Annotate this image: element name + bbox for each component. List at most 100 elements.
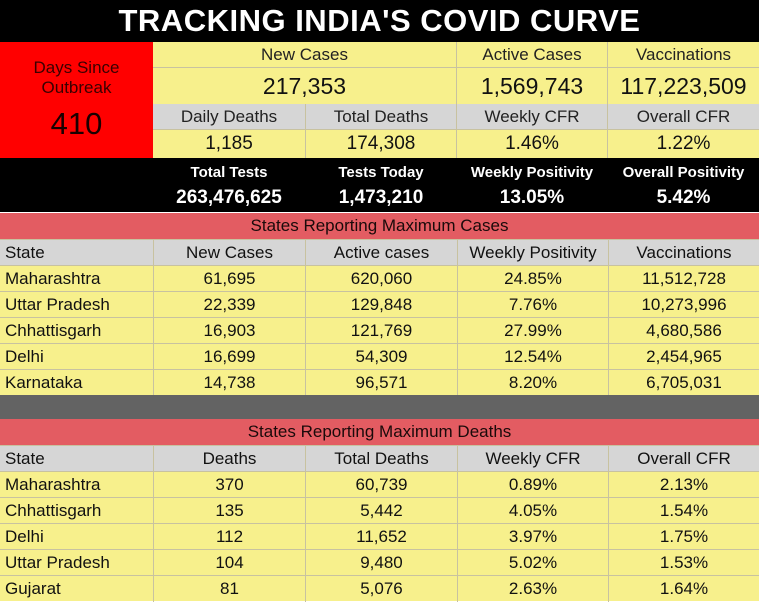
table-separator	[0, 395, 759, 419]
table-cell: 8.20%	[457, 370, 608, 396]
table-cell: Maharashtra	[5, 269, 101, 288]
table-cell: Karnataka	[5, 373, 83, 392]
table-cell: 9,480	[305, 550, 457, 576]
days-since-outbreak-box: Days Since Outbreak 410	[0, 42, 153, 158]
overall-positivity-label: Overall Positivity	[608, 160, 759, 184]
total-tests-value: 263,476,625	[153, 184, 305, 212]
table-cell: 2.13%	[608, 472, 759, 498]
table-cell: 129,848	[305, 292, 457, 318]
deaths-table-title: States Reporting Maximum Deaths	[0, 419, 759, 445]
table-cell: 112	[153, 524, 305, 550]
overall-positivity-value: 5.42%	[608, 184, 759, 212]
days-since-outbreak-value: 410	[50, 106, 103, 141]
table-header: State New Cases Active cases Weekly Positiv…	[0, 239, 759, 266]
table-cell: 81	[153, 576, 305, 602]
header-cell: Weekly Positivity	[457, 240, 608, 266]
table-cell: 4.05%	[457, 498, 608, 524]
table-cell: 5.02%	[457, 550, 608, 576]
table-cell: 6,705,031	[608, 370, 759, 396]
new-cases-value: 217,353	[153, 68, 456, 104]
table-row: Karnataka 14,738 96,571 8.20% 6,705,031	[0, 369, 759, 396]
cases-table-title: States Reporting Maximum Cases	[0, 213, 759, 239]
table-cell: 54,309	[305, 344, 457, 370]
header-cell: Deaths	[153, 446, 305, 472]
table-row: Chhattisgarh 16,903 121,769 27.99% 4,680,586	[0, 317, 759, 344]
table-row: Gujarat 81 5,076 2.63% 1.64%	[0, 575, 759, 602]
daily-deaths-value: 1,185	[153, 130, 305, 158]
table-cell: 104	[153, 550, 305, 576]
grid-line	[153, 129, 759, 130]
table-cell: 96,571	[305, 370, 457, 396]
table-row: Maharashtra 61,695 620,060 24.85% 11,512,728	[0, 265, 759, 292]
tests-today-value: 1,473,210	[306, 184, 456, 212]
table-row: Uttar Pradesh 104 9,480 5.02% 1.53%	[0, 549, 759, 576]
table-row: Uttar Pradesh 22,339 129,848 7.76% 10,273,99…	[0, 291, 759, 318]
table-cell: Uttar Pradesh	[5, 553, 110, 572]
overall-cfr-value: 1.22%	[608, 130, 759, 158]
table-row: Delhi 112 11,652 3.97% 1.75%	[0, 523, 759, 550]
table-cell: 16,903	[153, 318, 305, 344]
tests-today-label: Tests Today	[306, 160, 456, 184]
page-title: TRACKING INDIA'S COVID CURVE	[0, 0, 759, 42]
table-header: State Deaths Total Deaths Weekly CFR Overall…	[0, 445, 759, 472]
active-cases-label: Active Cases	[457, 42, 607, 68]
table-cell: 5,442	[305, 498, 457, 524]
header-cell: State	[5, 243, 45, 262]
table-cell: 370	[153, 472, 305, 498]
total-tests-label: Total Tests	[153, 160, 305, 184]
table-cell: Chhattisgarh	[5, 321, 102, 340]
vaccinations-label: Vaccinations	[608, 42, 759, 68]
table-cell: 24.85%	[457, 266, 608, 292]
table-cell: 12.54%	[457, 344, 608, 370]
table-cell: 0.89%	[457, 472, 608, 498]
header-cell: Vaccinations	[608, 240, 759, 266]
header-cell: Total Deaths	[305, 446, 457, 472]
grid-line	[607, 42, 608, 158]
table-cell: 1.54%	[608, 498, 759, 524]
table-cell: 3.97%	[457, 524, 608, 550]
table-cell: 5,076	[305, 576, 457, 602]
table-cell: 27.99%	[457, 318, 608, 344]
table-cell: Chhattisgarh	[5, 501, 102, 520]
table-row: Chhattisgarh 135 5,442 4.05% 1.54%	[0, 497, 759, 524]
table-cell: 11,512,728	[608, 266, 759, 292]
table-cell: 135	[153, 498, 305, 524]
table-cell: 1.75%	[608, 524, 759, 550]
table-row: Delhi 16,699 54,309 12.54% 2,454,965	[0, 343, 759, 370]
grid-line	[456, 104, 457, 158]
header-cell: State	[5, 449, 45, 468]
grid-line	[153, 67, 759, 68]
vaccinations-value: 117,223,509	[608, 68, 759, 104]
table-cell: 16,699	[153, 344, 305, 370]
daily-deaths-label: Daily Deaths	[153, 104, 305, 130]
table-cell: 7.76%	[457, 292, 608, 318]
table-cell: 11,652	[305, 524, 457, 550]
table-cell: 14,738	[153, 370, 305, 396]
table-cell: 10,273,996	[608, 292, 759, 318]
header-cell: Overall CFR	[608, 446, 759, 472]
table-cell: 121,769	[305, 318, 457, 344]
table-cell: 60,739	[305, 472, 457, 498]
active-cases-value: 1,569,743	[457, 68, 607, 104]
header-cell: Weekly CFR	[457, 446, 608, 472]
table-cell: Maharashtra	[5, 475, 101, 494]
table-cell: Delhi	[5, 347, 44, 366]
weekly-cfr-value: 1.46%	[457, 130, 607, 158]
table-cell: 620,060	[305, 266, 457, 292]
weekly-cfr-label: Weekly CFR	[457, 104, 607, 130]
table-row: Maharashtra 370 60,739 0.89% 2.13%	[0, 471, 759, 498]
table-cell: 22,339	[153, 292, 305, 318]
table-cell: 1.64%	[608, 576, 759, 602]
table-cell: Uttar Pradesh	[5, 295, 110, 314]
table-cell: 2,454,965	[608, 344, 759, 370]
weekly-positivity-label: Weekly Positivity	[457, 160, 607, 184]
new-cases-label: New Cases	[153, 42, 456, 68]
weekly-positivity-value: 13.05%	[457, 184, 607, 212]
total-deaths-value: 174,308	[306, 130, 456, 158]
table-cell: 1.53%	[608, 550, 759, 576]
header-cell: New Cases	[153, 240, 305, 266]
grid-line	[305, 104, 306, 158]
table-cell: Gujarat	[5, 579, 61, 598]
grid-line	[456, 42, 457, 104]
